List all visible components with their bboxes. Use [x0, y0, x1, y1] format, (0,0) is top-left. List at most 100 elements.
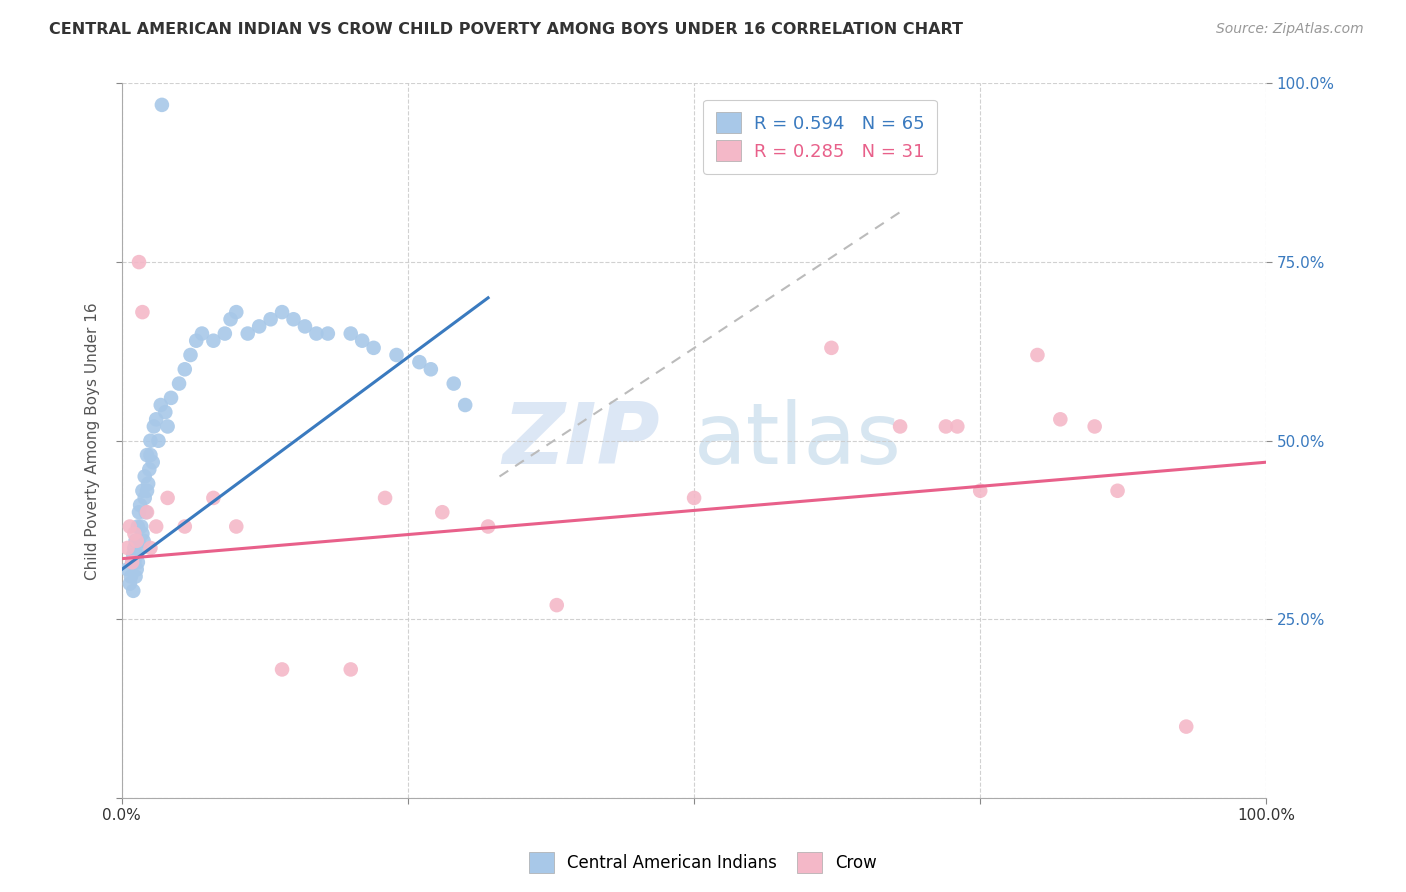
Point	[969, 483, 991, 498]
Point	[148, 434, 170, 448]
Point	[142, 455, 165, 469]
Point	[271, 662, 294, 676]
Point	[121, 555, 143, 569]
Point	[408, 355, 430, 369]
Point	[145, 519, 167, 533]
Point	[214, 326, 236, 341]
Point	[122, 548, 145, 562]
Point	[432, 505, 454, 519]
Point	[139, 434, 162, 448]
Point	[124, 541, 146, 555]
Point	[419, 362, 441, 376]
Point	[125, 548, 148, 562]
Point	[374, 491, 396, 505]
Text: Source: ZipAtlas.com: Source: ZipAtlas.com	[1216, 22, 1364, 37]
Point	[134, 469, 156, 483]
Point	[202, 334, 225, 348]
Point	[129, 519, 152, 533]
Point	[128, 255, 150, 269]
Point	[122, 583, 145, 598]
Point	[156, 491, 179, 505]
Point	[118, 519, 141, 533]
Point	[946, 419, 969, 434]
Point	[138, 462, 160, 476]
Point	[294, 319, 316, 334]
Point	[935, 419, 957, 434]
Point	[454, 398, 477, 412]
Point	[173, 519, 195, 533]
Point	[142, 419, 165, 434]
Point	[145, 412, 167, 426]
Point	[124, 526, 146, 541]
Point	[131, 483, 153, 498]
Point	[225, 305, 247, 319]
Point	[117, 562, 139, 576]
Point	[131, 526, 153, 541]
Point	[236, 326, 259, 341]
Point	[128, 505, 150, 519]
Point	[1175, 720, 1198, 734]
Point	[150, 98, 173, 112]
Point	[546, 598, 568, 612]
Point	[121, 555, 143, 569]
Text: CENTRAL AMERICAN INDIAN VS CROW CHILD POVERTY AMONG BOYS UNDER 16 CORRELATION CH: CENTRAL AMERICAN INDIAN VS CROW CHILD PO…	[49, 22, 963, 37]
Point	[156, 419, 179, 434]
Point	[385, 348, 408, 362]
Point	[247, 319, 270, 334]
Point	[129, 541, 152, 555]
Point	[127, 555, 149, 569]
Point	[125, 533, 148, 548]
Point	[305, 326, 328, 341]
Point	[683, 491, 706, 505]
Point	[1084, 419, 1107, 434]
Point	[124, 569, 146, 583]
Point	[283, 312, 305, 326]
Point	[1049, 412, 1071, 426]
Point	[316, 326, 339, 341]
Point	[127, 519, 149, 533]
Point	[339, 662, 361, 676]
Point	[1107, 483, 1129, 498]
Point	[124, 555, 146, 569]
Point	[131, 305, 153, 319]
Point	[225, 519, 247, 533]
Point	[132, 533, 155, 548]
Point	[339, 326, 361, 341]
Point	[139, 541, 162, 555]
Point	[259, 312, 281, 326]
Point	[219, 312, 242, 326]
Point	[477, 519, 499, 533]
Point	[120, 569, 142, 583]
Point	[160, 391, 183, 405]
Point	[117, 541, 139, 555]
Legend: Central American Indians, Crow: Central American Indians, Crow	[522, 846, 884, 880]
Y-axis label: Child Poverty Among Boys Under 16: Child Poverty Among Boys Under 16	[86, 301, 100, 580]
Point	[139, 448, 162, 462]
Point	[173, 362, 195, 376]
Point	[155, 405, 177, 419]
Point	[149, 398, 172, 412]
Point	[118, 576, 141, 591]
Point	[134, 491, 156, 505]
Point	[363, 341, 385, 355]
Point	[136, 505, 159, 519]
Point	[191, 326, 214, 341]
Point	[124, 533, 146, 548]
Point	[136, 483, 159, 498]
Point	[202, 491, 225, 505]
Point	[820, 341, 842, 355]
Point	[352, 334, 374, 348]
Point	[1026, 348, 1049, 362]
Point	[128, 533, 150, 548]
Point	[889, 419, 911, 434]
Point	[136, 448, 159, 462]
Point	[443, 376, 465, 391]
Point	[135, 505, 157, 519]
Legend: R = 0.594   N = 65, R = 0.285   N = 31: R = 0.594 N = 65, R = 0.285 N = 31	[703, 100, 936, 174]
Text: atlas: atlas	[695, 400, 903, 483]
Point	[271, 305, 294, 319]
Point	[186, 334, 208, 348]
Text: ZIP: ZIP	[502, 400, 659, 483]
Point	[129, 498, 152, 512]
Point	[167, 376, 190, 391]
